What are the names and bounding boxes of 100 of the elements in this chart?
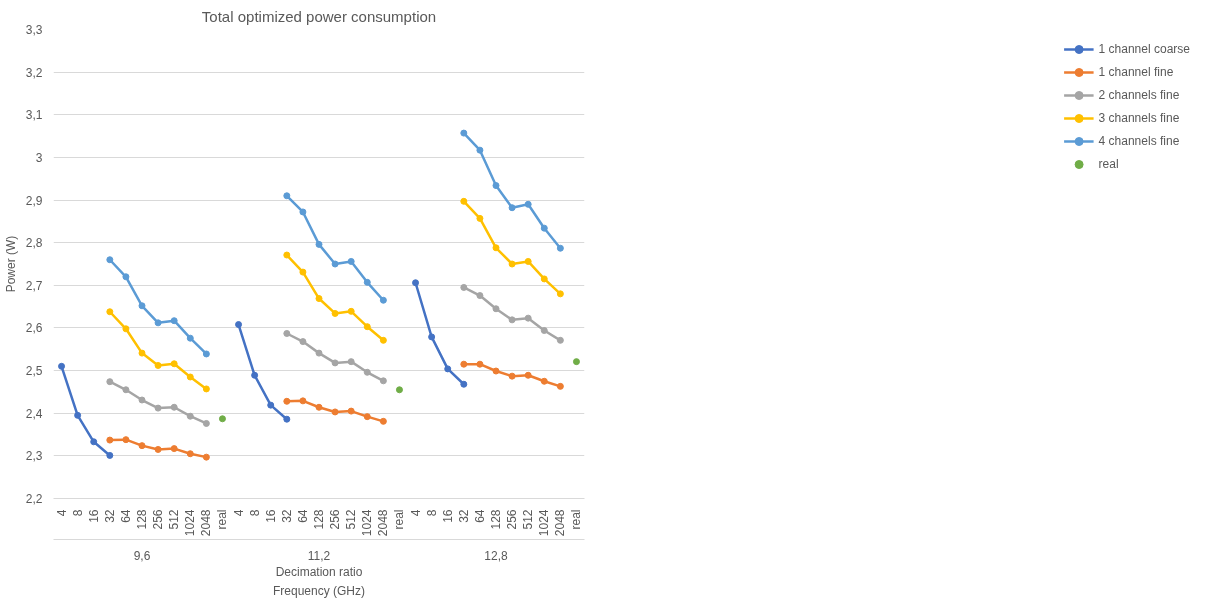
point — [524, 314, 532, 322]
y-tick-label: 3,3 — [25, 23, 43, 37]
point — [106, 436, 114, 444]
point — [138, 302, 146, 310]
point — [508, 260, 516, 268]
y-tick-label: 3,1 — [25, 108, 43, 123]
x-tick-label: 4 — [408, 509, 423, 517]
point — [283, 397, 291, 405]
point — [460, 283, 468, 291]
point — [299, 268, 307, 276]
point — [460, 197, 468, 205]
y-tick-label: 2,5 — [25, 364, 43, 379]
x-axis-title: Decimation ratio — [275, 564, 363, 579]
x-tick-label: 16 — [86, 509, 101, 523]
point — [347, 307, 355, 315]
x-tick-label: 32 — [279, 509, 294, 523]
x-tick-label: 512 — [521, 509, 536, 530]
legend-label: 1 channel fine — [1098, 65, 1174, 79]
point — [154, 361, 162, 369]
point — [202, 385, 210, 393]
point — [299, 208, 307, 216]
x-tick-label: real — [392, 509, 407, 530]
point — [283, 415, 291, 423]
point — [299, 397, 307, 405]
point — [508, 204, 516, 212]
x-tick-label: 2048 — [553, 509, 568, 537]
x-tick-label: 16 — [440, 509, 455, 523]
point — [170, 403, 178, 411]
point — [331, 408, 339, 416]
point — [540, 377, 548, 385]
point — [186, 450, 194, 458]
x-tick-label: 32 — [456, 509, 471, 523]
point — [492, 367, 500, 375]
point — [363, 368, 371, 376]
point — [283, 192, 291, 200]
legend-label: 4 channels fine — [1098, 134, 1180, 148]
text: 9,6 — [133, 548, 151, 563]
point — [428, 333, 436, 341]
point — [331, 359, 339, 367]
point — [508, 372, 516, 380]
point — [315, 349, 323, 357]
point — [444, 365, 452, 373]
point — [363, 323, 371, 331]
point — [476, 360, 484, 368]
point — [476, 214, 484, 222]
point — [540, 327, 548, 335]
text: Frequency (GHz) — [272, 583, 366, 598]
y-axis-title: Power (W) — [3, 235, 18, 293]
point — [315, 295, 323, 303]
point — [540, 224, 548, 232]
point — [556, 290, 564, 298]
point — [363, 413, 371, 421]
point — [267, 401, 275, 409]
point — [154, 404, 162, 412]
point — [170, 360, 178, 368]
point — [315, 240, 323, 248]
point — [186, 334, 194, 342]
point — [379, 417, 387, 425]
point — [186, 373, 194, 381]
point — [572, 358, 580, 366]
x-tick-label: real — [569, 509, 584, 530]
x-tick-label: 64 — [472, 509, 487, 523]
y-tick-label: 3,2 — [25, 65, 43, 80]
point — [122, 325, 130, 333]
text: 12,8 — [484, 548, 508, 563]
point — [379, 336, 387, 344]
point — [476, 146, 484, 154]
point — [154, 319, 162, 327]
point — [106, 451, 114, 459]
point — [540, 275, 548, 283]
point — [460, 360, 468, 368]
x-tick-label: 2048 — [199, 509, 214, 537]
x-tick-label: 1024 — [183, 509, 198, 537]
x-tick-label: 128 — [489, 509, 503, 530]
point — [315, 403, 323, 411]
point — [138, 349, 146, 357]
x-tick-label: real — [215, 509, 230, 530]
x-tick-label: 128 — [312, 509, 326, 530]
y-tick-label: 2,2 — [25, 492, 43, 506]
point — [122, 386, 130, 394]
y-tick-label: 2,8 — [25, 236, 43, 251]
x-tick-label: 1024 — [537, 509, 552, 537]
point — [331, 309, 339, 317]
point — [363, 278, 371, 286]
point — [218, 415, 226, 423]
point — [412, 279, 420, 287]
y-tick-label: 2,6 — [25, 321, 43, 336]
x-tick-label: 256 — [505, 509, 520, 530]
point — [492, 305, 500, 313]
point — [170, 317, 178, 325]
point — [556, 382, 564, 390]
x-tick-label: 512 — [167, 509, 182, 530]
point — [347, 358, 355, 366]
point — [492, 182, 500, 190]
point — [186, 412, 194, 420]
point — [476, 292, 484, 300]
point — [283, 251, 291, 259]
point — [202, 419, 210, 427]
point — [460, 129, 468, 137]
y-tick-label: 2,3 — [25, 449, 43, 464]
